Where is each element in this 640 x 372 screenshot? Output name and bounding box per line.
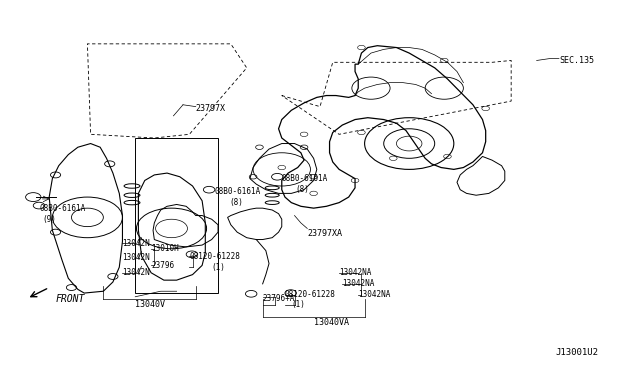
Text: 23796: 23796 (151, 261, 174, 270)
Text: 08B0-6161A: 08B0-6161A (282, 174, 328, 183)
Bar (135, 138, 218, 293)
Text: 13042N: 13042N (122, 253, 150, 263)
Text: (1): (1) (212, 263, 225, 272)
Text: 13042NA: 13042NA (342, 279, 374, 288)
Text: J13001U2: J13001U2 (556, 348, 599, 357)
Text: 13010H: 13010H (151, 244, 179, 253)
Text: (8): (8) (230, 198, 243, 207)
Text: 08120-61228: 08120-61228 (285, 291, 336, 299)
Text: 23797XA: 23797XA (307, 230, 342, 238)
Text: 08B0-6161A: 08B0-6161A (215, 187, 261, 196)
Text: 13042N: 13042N (122, 239, 150, 248)
Text: (1): (1) (291, 300, 305, 310)
Text: 13042N: 13042N (122, 268, 150, 277)
Text: 13040VA: 13040VA (314, 318, 349, 327)
Text: FRONT: FRONT (56, 294, 85, 304)
Text: 23796+A: 23796+A (262, 294, 295, 303)
Text: 13042NA: 13042NA (358, 291, 390, 299)
Text: 13042NA: 13042NA (339, 268, 371, 277)
Text: 08B0-6161A: 08B0-6161A (40, 203, 86, 213)
Text: 08120-61228: 08120-61228 (189, 251, 240, 261)
Text: SEC.135: SEC.135 (559, 56, 594, 65)
Text: (8): (8) (296, 185, 310, 194)
Text: (9): (9) (43, 215, 57, 224)
Text: 23797X: 23797X (196, 104, 226, 113)
Text: 13040V: 13040V (135, 300, 165, 309)
